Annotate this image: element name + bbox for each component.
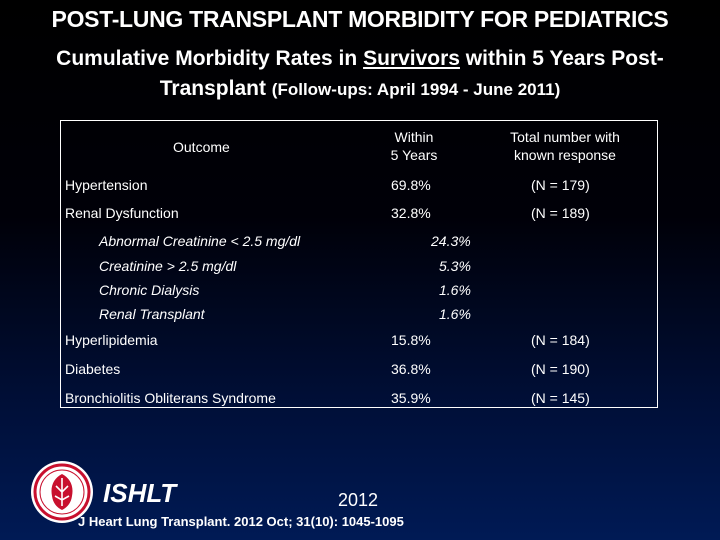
subrow-outcome: Renal Transplant <box>99 306 205 322</box>
row-outcome: Bronchiolitis Obliterans Syndrome <box>65 390 276 406</box>
row-n: (N = 145) <box>531 390 590 406</box>
publication-year: 2012 <box>338 490 379 510</box>
subrow-outcome: Creatinine > 2.5 mg/dl <box>99 258 237 274</box>
header-within-line1: Within <box>394 129 434 145</box>
row-rate: 15.8% <box>391 332 431 348</box>
morbidity-table: Outcome Within 5 Years Total number with… <box>60 120 658 408</box>
slide-subtitle: Cumulative Morbidity Rates in Survivors … <box>0 44 720 105</box>
row-rate: 35.9% <box>391 390 431 406</box>
header-total-line1: Total number with <box>510 129 620 145</box>
header-within-line2: 5 Years <box>390 147 438 163</box>
row-outcome: Diabetes <box>65 361 121 377</box>
subrow-outcome: Abnormal Creatinine < 2.5 mg/dl <box>99 233 301 249</box>
citation: J Heart Lung Transplant. 2012 Oct; 31(10… <box>78 514 404 529</box>
subtitle-part1: Cumulative Morbidity Rates in <box>56 47 364 70</box>
row-rate: 36.8% <box>391 361 431 377</box>
row-n: (N = 179) <box>531 177 590 193</box>
org-name: ISHLT <box>103 478 177 508</box>
row-n: (N = 184) <box>531 332 590 348</box>
subtitle-line2: Transplant <box>159 77 272 100</box>
header-outcome: Outcome <box>173 139 230 155</box>
header-total: Total number with known response <box>491 128 639 164</box>
subrow-rate: 1.6% <box>439 282 471 298</box>
row-rate: 32.8% <box>391 205 431 221</box>
subtitle-part2: within 5 Years Post- <box>459 47 664 70</box>
row-outcome: Hypertension <box>65 177 148 193</box>
row-n: (N = 189) <box>531 205 590 221</box>
subrow-rate: 24.3% <box>431 233 471 249</box>
ishlt-seal-icon <box>30 460 94 524</box>
subrow-rate: 1.6% <box>439 306 471 322</box>
subtitle-underlined: Survivors <box>363 47 460 70</box>
row-n: (N = 190) <box>531 361 590 377</box>
subrow-rate: 5.3% <box>439 258 471 274</box>
row-outcome: Hyperlipidemia <box>65 332 158 348</box>
subrow-outcome: Chronic Dialysis <box>99 282 200 298</box>
subtitle-followup: (Follow-ups: April 1994 - June 2011) <box>271 80 561 99</box>
row-outcome: Renal Dysfunction <box>65 205 179 221</box>
header-total-line2: known response <box>514 147 616 163</box>
slide-title: POST-LUNG TRANSPLANT MORBIDITY FOR PEDIA… <box>51 6 669 32</box>
header-within: Within 5 Years <box>359 128 469 164</box>
row-rate: 69.8% <box>391 177 431 193</box>
